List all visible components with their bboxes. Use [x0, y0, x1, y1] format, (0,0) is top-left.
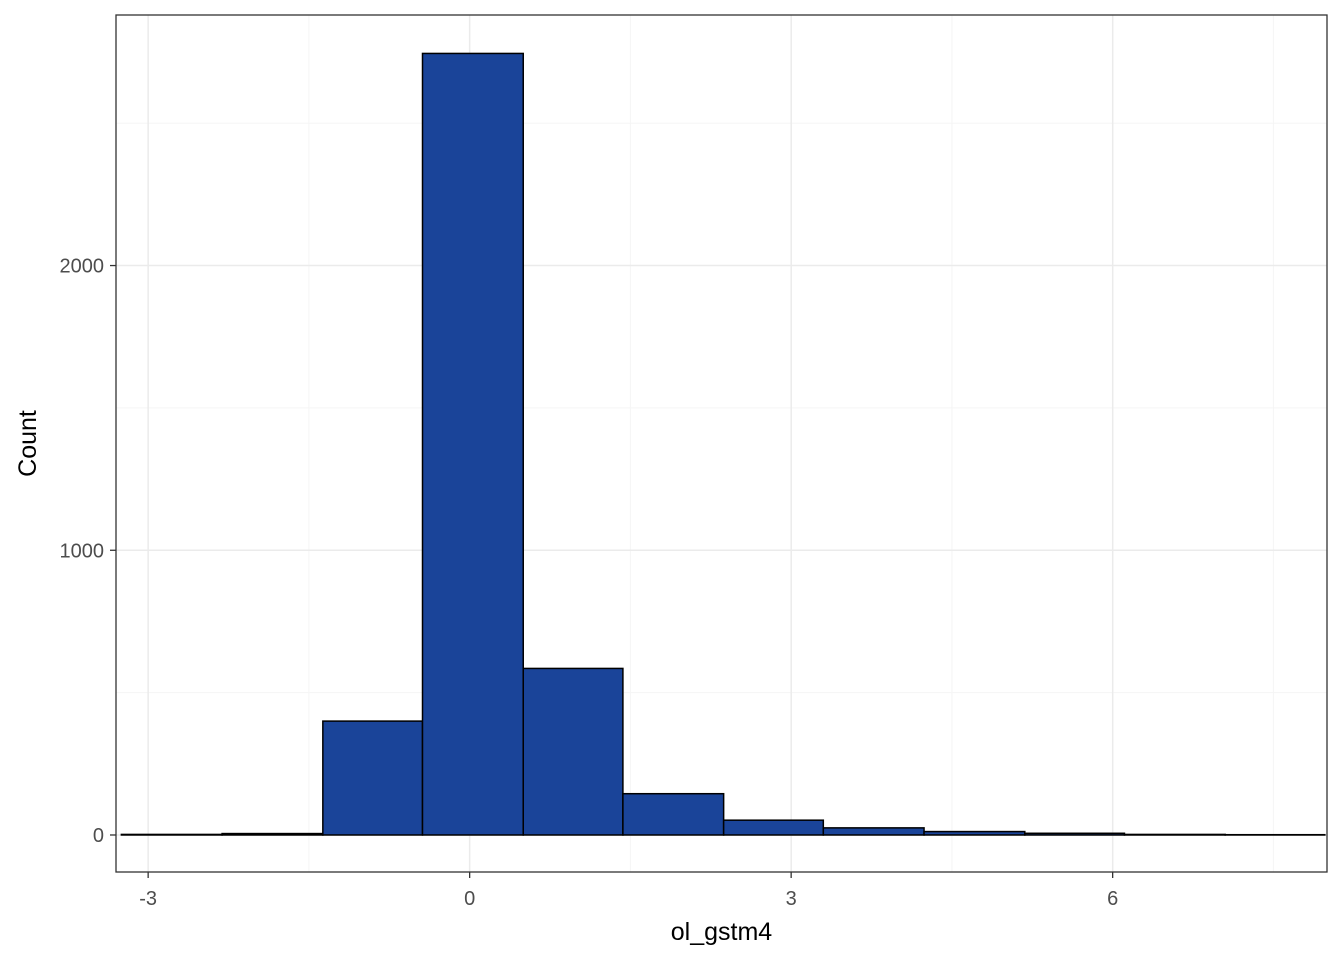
- histogram-bar: [722, 819, 825, 836]
- x-tick-label: 0: [464, 888, 475, 910]
- histogram-bar: [322, 720, 424, 836]
- y-tick-label: 0: [93, 825, 104, 847]
- histogram-bar: [923, 830, 1026, 836]
- y-tick-label: 2000: [60, 256, 105, 278]
- histogram-bar: [622, 792, 725, 836]
- histogram-bar: [120, 833, 223, 836]
- x-tick-label: 6: [1107, 888, 1118, 910]
- x-tick-label: -3: [139, 888, 157, 910]
- x-tick-label: 3: [786, 888, 797, 910]
- histogram-bar: [1024, 832, 1126, 836]
- histogram-bars: [120, 52, 1326, 836]
- y-axis-ticks: 0 1000 2000: [60, 256, 116, 847]
- x-axis-title: ol_gstm4: [671, 918, 773, 946]
- histogram-bar: [1123, 833, 1226, 836]
- y-axis-title: Count: [14, 410, 42, 477]
- histogram-bar: [822, 827, 925, 836]
- histogram-bar: [221, 832, 324, 836]
- histogram-bar: [421, 52, 524, 836]
- y-tick-label: 1000: [60, 540, 105, 562]
- x-axis-ticks: -3 0 3 6: [139, 872, 1118, 910]
- histogram-bar: [522, 667, 624, 836]
- minor-gridlines: [116, 15, 1327, 872]
- major-gridlines: [116, 15, 1327, 872]
- panel-border: [115, 14, 1328, 873]
